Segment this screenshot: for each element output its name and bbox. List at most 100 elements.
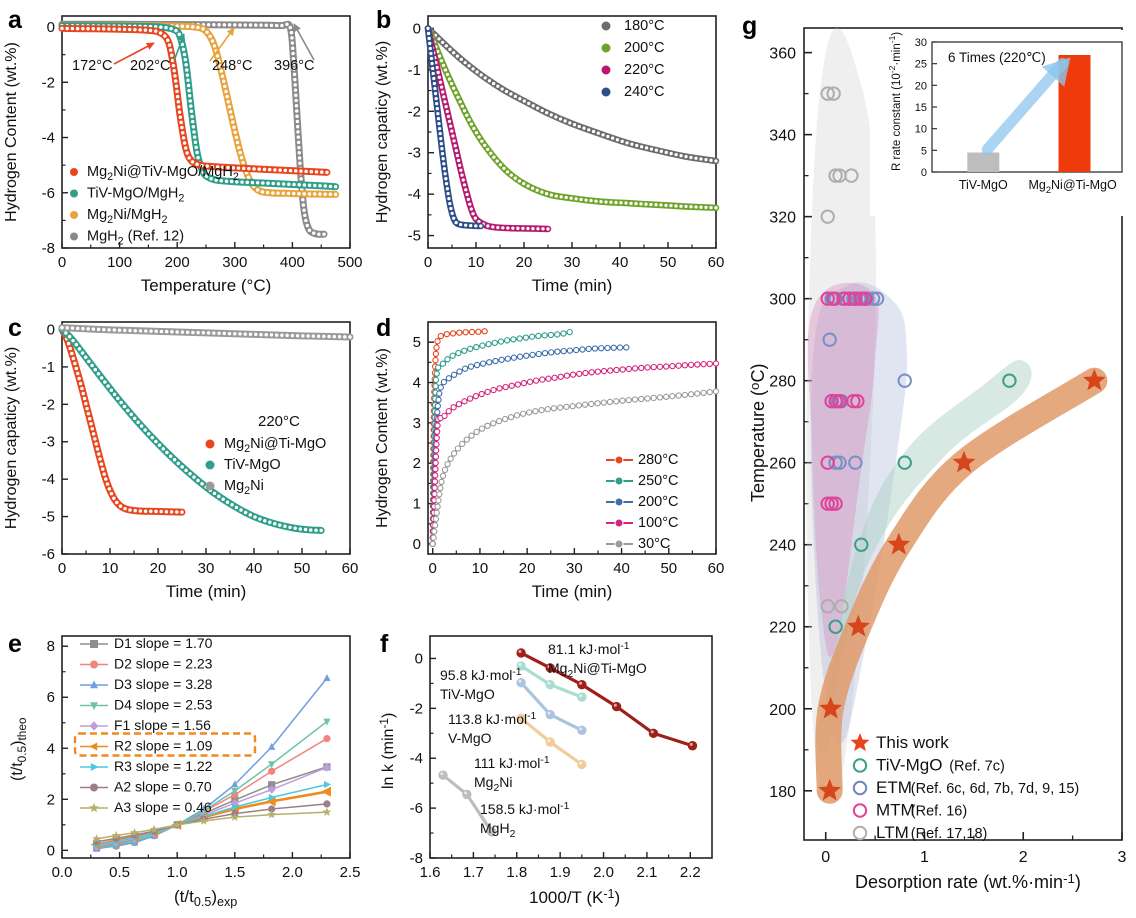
y-tick: 0 (413, 20, 421, 37)
x-tick: 10 (468, 254, 485, 271)
x-axis-label: Time (min) (532, 582, 613, 601)
y-tick: 0 (47, 842, 55, 859)
x-tick: 2.5 (340, 864, 361, 881)
inset-category: TiV-MgO (959, 178, 1008, 192)
onset-annotation: 172°C (72, 58, 112, 74)
y-tick: 0 (413, 536, 421, 553)
x-tick: 100 (107, 254, 132, 271)
inset-y-tick: 25 (915, 59, 927, 71)
inset-y-tick: 20 (915, 80, 927, 92)
data-point (828, 496, 843, 511)
data-point (545, 709, 555, 720)
legend-label: D2 slope = 2.23 (114, 656, 213, 672)
sample-name: Mg2Ni@Ti-MgO (548, 660, 647, 680)
y-tick: 360 (769, 46, 796, 63)
y-tick: -2 (410, 700, 423, 717)
y-tick: -6 (42, 546, 55, 563)
point-highlight (579, 694, 583, 698)
legend-marker (70, 211, 78, 219)
legend-ref: (Ref. 6c, 6d, 7b, 7d, 9, 15) (911, 781, 1079, 797)
legend-marker (852, 780, 868, 796)
y-tick: 5 (413, 334, 421, 351)
x-tick: 60 (342, 560, 359, 577)
x-tick: 0.0 (52, 864, 73, 881)
x-tick: 0 (821, 849, 830, 866)
inset-y-label: R rate constant (10-2·min-1) (887, 32, 903, 171)
legend-label: 240°C (624, 84, 664, 100)
x-tick: 1.6 (420, 864, 441, 881)
tiv-mgo-band (815, 359, 1032, 756)
data-point (824, 496, 839, 511)
legend-label: MgH2 (Ref. 12) (87, 229, 184, 248)
y-tick: -1 (42, 359, 55, 376)
panel-e-label: e (8, 630, 22, 658)
inset-y-tick: 30 (915, 37, 927, 49)
x-tick: 30 (564, 254, 581, 271)
y-tick: -5 (408, 228, 421, 245)
legend-label: Mg2Ni@TiV-MgO/MgH2 (87, 164, 239, 183)
legend-label: LTM (876, 823, 909, 842)
data-point (854, 537, 869, 552)
x-tick: 3 (1118, 849, 1127, 866)
y-tick: -2 (42, 396, 55, 413)
inset-y-tick: 15 (915, 102, 927, 114)
y-tick: 0 (47, 19, 55, 36)
y-axis-label: Hydrogen Content (wt.%) (3, 42, 20, 222)
panel-f: f 1.6 1.7 1.8 1.9 2.0 2.1 2.2 0 -2 -4 -6 -8 1000/T (… (372, 620, 736, 918)
legend-marker (601, 43, 611, 53)
data-point (820, 599, 835, 614)
y-tick: 2 (47, 791, 55, 808)
data-point (846, 393, 861, 409)
panel-f-chart: 1.6 1.7 1.8 1.9 2.0 2.1 2.2 0 -2 -4 -6 -8 1000/T (K-… (377, 635, 713, 907)
data-point (820, 496, 835, 511)
x-tick: 1.7 (463, 864, 484, 881)
legend-label: 280°C (638, 452, 678, 468)
y-tick: -2 (42, 74, 55, 91)
legend-marker (614, 455, 624, 465)
y-tick: -4 (42, 471, 55, 488)
sample-name: TiV-MgO (440, 686, 495, 702)
y-tick: -8 (42, 240, 55, 257)
x-tick: 60 (708, 254, 725, 271)
legend-marker (601, 65, 611, 75)
x-tick: 0 (58, 254, 66, 271)
legend-label: Mg2Ni/MgH2 (87, 207, 167, 226)
condition-label: 220°C (258, 413, 300, 430)
x-tick: 40 (612, 254, 629, 271)
legend-label: TiV-MgO/MgH2 (87, 186, 184, 205)
legend-marker (205, 481, 215, 491)
x-tick: 20 (150, 560, 167, 577)
x-tick: 10 (102, 560, 119, 577)
point-highlight (579, 727, 583, 731)
data-point (826, 86, 841, 101)
legend-ref: (Ref. 7c) (949, 759, 1005, 775)
point-highlight (464, 791, 468, 795)
onset-annotation: 396°C (274, 58, 314, 74)
point-highlight (518, 650, 522, 654)
panel-b-chart: 0 10 20 30 40 50 60 0 -1 -2 -3 -4 -5 Time (min) Hydrog… (374, 15, 725, 295)
data-point (577, 759, 587, 770)
data-point (828, 393, 843, 409)
y-axis-label: ln k (min-1) (377, 713, 397, 789)
legend-label: R3 slope = 1.22 (114, 758, 213, 774)
y-tick: 180 (769, 784, 796, 801)
x-tick: 1.0 (167, 864, 188, 881)
y-tick: -4 (42, 130, 55, 147)
legend-label: TiV-MgO (224, 457, 281, 473)
legend-marker (614, 497, 624, 507)
y-tick: -6 (42, 185, 55, 202)
sample-name: Mg2Ni (474, 774, 512, 794)
data-point (897, 455, 912, 470)
x-tick: 0 (429, 560, 437, 577)
panel-d-label: d (376, 314, 392, 342)
legend-label: MTM (876, 801, 915, 820)
legend-label: 250°C (638, 473, 678, 489)
x-axis-label: Desorption rate (wt.%·min-1) (855, 871, 1081, 892)
legend-marker (70, 232, 78, 241)
data-point (858, 291, 873, 306)
legend-marker (601, 87, 611, 97)
legend-label: TiV-MgO (876, 756, 942, 775)
x-tick: 40 (613, 560, 630, 577)
panel-b-label: b (376, 6, 392, 34)
y-axis-label: Temperature (oC) (747, 364, 768, 502)
